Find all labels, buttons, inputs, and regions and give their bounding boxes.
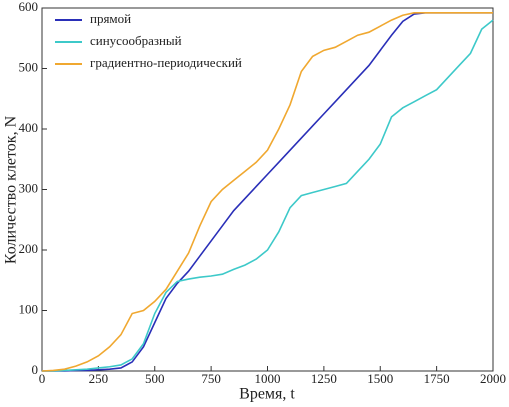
x-axis-label: Время, t bbox=[239, 386, 295, 403]
y-tick-label: 300 bbox=[19, 180, 39, 195]
x-tick-label: 500 bbox=[145, 371, 165, 386]
series-line bbox=[42, 19, 494, 372]
series-line bbox=[41, 12, 493, 372]
y-tick-label: 500 bbox=[19, 59, 39, 74]
series-line bbox=[42, 12, 493, 372]
x-tick-label: 1250 bbox=[311, 371, 337, 386]
x-tick-label: 750 bbox=[201, 371, 221, 386]
x-tick-label: 250 bbox=[89, 371, 109, 386]
x-tick-label: 1750 bbox=[424, 371, 450, 386]
y-tick-label: 200 bbox=[19, 241, 39, 256]
x-tick-label: 1000 bbox=[255, 371, 281, 386]
legend-label: градиентно-периодический bbox=[90, 55, 242, 70]
y-axis-label: Количество клеток, N bbox=[3, 115, 20, 264]
x-tick-label: 2000 bbox=[480, 371, 506, 386]
x-tick-label: 0 bbox=[39, 371, 46, 386]
y-tick-label: 600 bbox=[19, 0, 39, 14]
y-tick-label: 100 bbox=[19, 301, 39, 316]
legend-label: прямой bbox=[90, 11, 131, 26]
y-tick-label: 400 bbox=[19, 120, 39, 135]
x-tick-label: 1500 bbox=[367, 371, 393, 386]
y-tick-label: 0 bbox=[32, 362, 39, 377]
legend-label: синусообразный bbox=[90, 33, 182, 48]
